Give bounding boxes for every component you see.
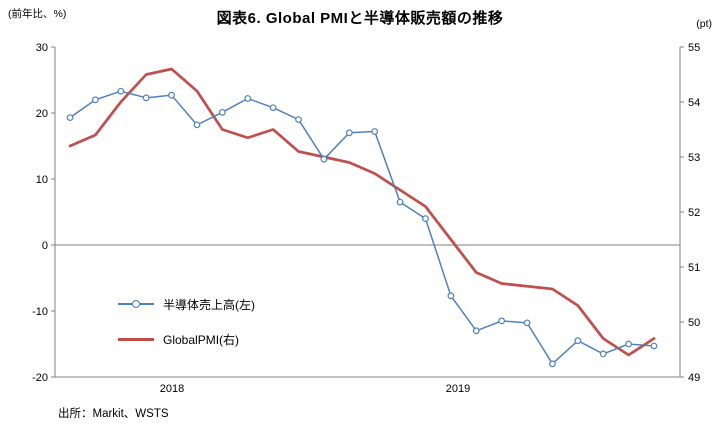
source-note: 出所：Markit、WSTS [58,408,169,420]
semiconductor-line-sample [118,300,154,308]
left-axis-tick-label: 10 [36,174,48,186]
semiconductor-data-marker [549,360,556,368]
pmi-series-line [68,67,656,357]
right-axis-unit-label: (pt) [696,18,712,30]
legend-item-pmi: GlobalPMI(右) [118,332,255,347]
right-axis-tick-label: 51 [688,262,700,274]
left-axis-tick-label: 0 [42,240,48,252]
left-axis-tick-label: -20 [32,372,48,384]
right-axis-tick-label: 49 [688,372,700,384]
chart-title: 図表6. Global PMIと半導体販売額の推移 [216,10,504,27]
semiconductor-data-marker [269,104,277,112]
semiconductor-data-marker [422,215,429,223]
semiconductor-marker-icon [132,300,140,308]
right-axis-tick-label: 52 [688,207,700,219]
semiconductor-data-marker [625,340,633,348]
semiconductor-data-marker [142,94,150,102]
semiconductor-data-marker [472,327,480,335]
semiconductor-data-marker [66,114,74,122]
right-axis-tick-label: 54 [688,97,700,109]
x-axis-year-label: 2018 [160,383,184,395]
semiconductor-data-marker [650,342,658,350]
right-axis-tick-label: 55 [688,42,700,54]
legend-label-semiconductor: 半導体売上高(左) [163,297,255,312]
semiconductor-data-marker [193,121,201,129]
left-axis-tick-label: 20 [36,108,48,120]
semiconductor-data-marker [168,91,175,99]
semiconductor-data-marker [396,198,404,206]
semiconductor-data-marker [91,96,99,104]
left-axis-tick-label: 30 [36,42,48,54]
semiconductor-data-marker [345,129,353,137]
semiconductor-data-marker [117,87,125,95]
semiconductor-data-marker [599,350,607,358]
semiconductor-data-marker [218,108,226,116]
semiconductor-data-marker [320,155,328,163]
semiconductor-data-marker [371,128,379,135]
semiconductor-data-marker [498,317,506,325]
x-axis-year-label: 2019 [446,383,470,395]
semiconductor-data-marker [574,337,582,345]
right-axis-tick-label: 50 [688,317,700,329]
legend-item-semiconductor: 半導体売上高(左) [118,297,255,312]
legend: 半導体売上高(左) GlobalPMI(右) [118,297,255,367]
semiconductor-data-marker [244,95,252,102]
semiconductor-data-marker [295,116,302,123]
left-axis-unit-label: (前年比、%) [8,8,67,20]
right-axis-tick-label: 53 [688,152,700,164]
legend-label-pmi: GlobalPMI(右) [163,332,240,347]
pmi-line-sample [118,337,154,341]
semiconductor-data-marker [447,292,455,300]
semiconductor-series-line [69,90,655,365]
semiconductor-data-marker [523,319,531,327]
left-axis-tick-label: -10 [32,306,48,318]
